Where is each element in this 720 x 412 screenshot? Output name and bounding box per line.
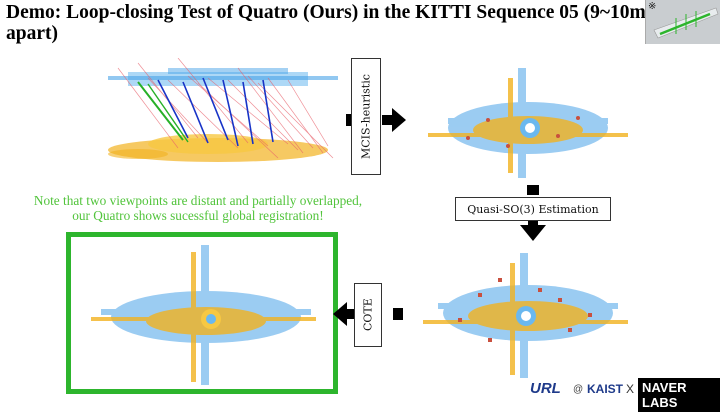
kaist-logo: KAIST	[587, 382, 623, 396]
naver-labs-logo: NAVER LABS	[638, 378, 720, 412]
url-logo: URL	[530, 380, 561, 397]
quasi-result-cloud	[423, 253, 628, 378]
correspondence-cloud	[108, 58, 338, 162]
logo-bar: URL @ KAIST X NAVER LABS	[530, 378, 720, 412]
note-line-2: our Quatro shows sucessful global regist…	[72, 208, 324, 223]
registration-result-frame	[66, 232, 338, 394]
thumbnail-preview	[645, 0, 720, 44]
mcis-heuristic-label: MCIS-heuristic	[359, 74, 373, 159]
cote-step: COTE	[354, 283, 382, 347]
note-line-1: Note that two viewpoints are distant and…	[33, 193, 363, 208]
heuristic-result-cloud	[428, 68, 628, 178]
slide-title: Demo: Loop-closing Test of Quatro (Ours)…	[6, 2, 646, 44]
arrow-left-icon	[333, 302, 405, 330]
times-symbol: X	[626, 382, 635, 396]
mcis-heuristic-step: MCIS-heuristic	[351, 58, 381, 175]
cote-label: COTE	[361, 298, 375, 332]
quasi-so3-step: Quasi-SO(3) Estimation	[455, 197, 611, 221]
arrow-down-icon	[520, 185, 546, 247]
thumbnail-mark: ※	[648, 1, 657, 12]
at-symbol: @	[573, 384, 584, 395]
registration-result-cloud	[91, 245, 316, 385]
result-note: Note that two viewpoints are distant and…	[0, 193, 396, 223]
